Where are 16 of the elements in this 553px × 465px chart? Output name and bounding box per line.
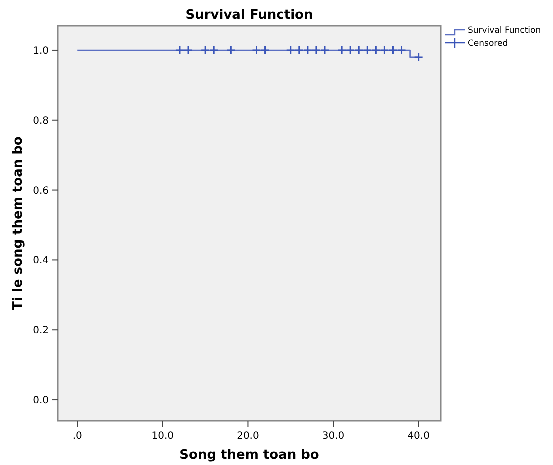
legend-label: Survival Function	[468, 26, 542, 36]
x-tick-label: 40.0	[408, 431, 430, 442]
y-tick-label: 0.0	[33, 396, 49, 407]
y-tick-label: 0.8	[33, 116, 49, 127]
y-tick-label: 0.6	[33, 186, 49, 197]
x-tick-label: 30.0	[322, 431, 345, 442]
y-tick-label: 0.2	[33, 326, 49, 337]
x-axis-title: Song them toan bo	[180, 448, 320, 463]
x-tick-label: 20.0	[237, 431, 260, 442]
y-tick-label: 0.4	[33, 256, 49, 267]
x-tick-label: .0	[72, 431, 82, 442]
legend-label: Censored	[468, 38, 508, 49]
y-axis-title: Ti le song them toan bo	[11, 136, 26, 310]
chart-title: Survival Function	[186, 8, 314, 23]
x-tick-label: 10.0	[152, 431, 174, 442]
y-tick-label: 1.0	[33, 46, 49, 57]
